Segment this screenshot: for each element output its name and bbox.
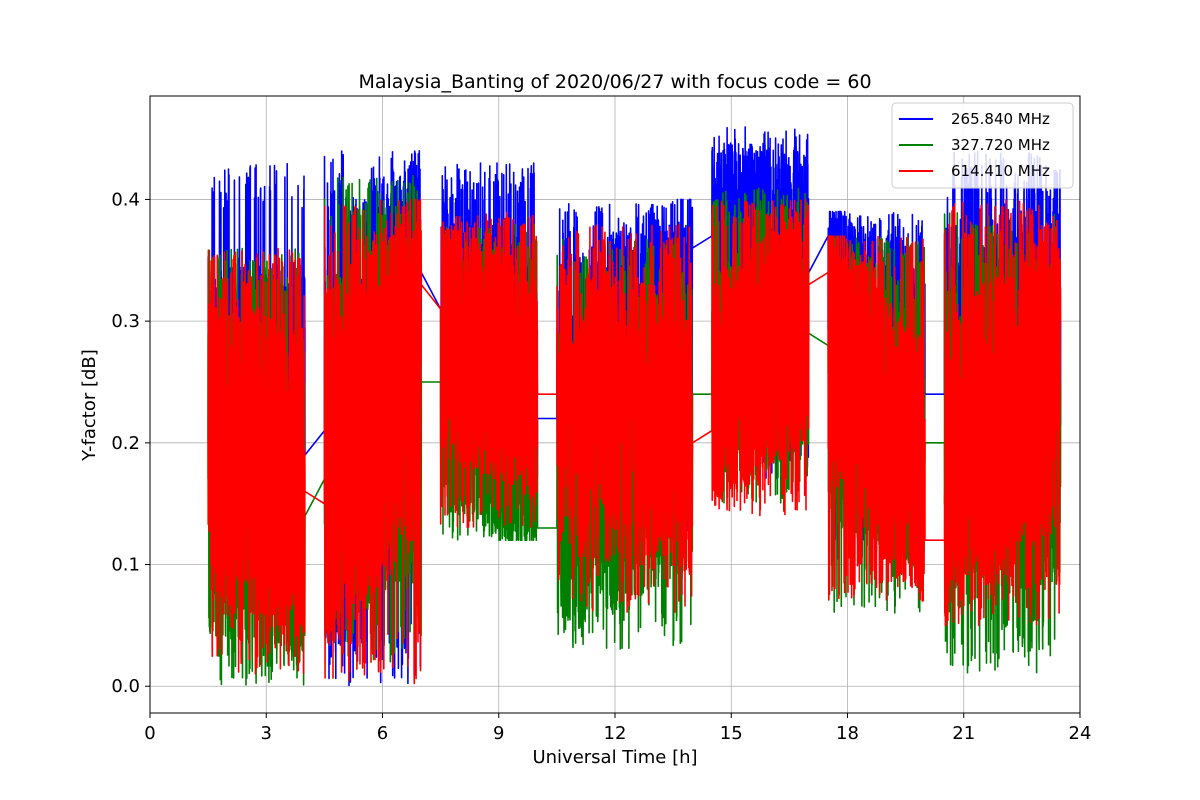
x-tick-label: 0 — [144, 723, 155, 744]
legend-label-265-840: 265.840 MHz — [951, 110, 1050, 128]
x-tick-label: 6 — [377, 723, 388, 744]
chart-title: Malaysia_Banting of 2020/06/27 with focu… — [358, 71, 871, 93]
y-tick-label: 0.4 — [111, 189, 140, 210]
y-tick-label: 0.1 — [111, 555, 140, 576]
legend-box — [891, 102, 1074, 189]
y-tick-label: 0.2 — [111, 433, 140, 454]
y-axis-label: Y-factor [dB] — [79, 349, 100, 462]
x-tick-label: 12 — [604, 723, 627, 744]
x-tick-label: 3 — [261, 723, 272, 744]
legend-label-327-720: 327.720 MHz — [951, 136, 1050, 154]
x-tick-label: 24 — [1069, 723, 1092, 744]
y-tick-label: 0.3 — [111, 311, 140, 332]
x-tick-label: 9 — [493, 723, 504, 744]
legend-label-614-410: 614.410 MHz — [951, 162, 1050, 180]
legend: 265.840 MHz 327.720 MHz 614.410 MHz — [891, 102, 1074, 189]
x-axis-label: Universal Time [h] — [532, 747, 697, 768]
x-tick-label: 15 — [720, 723, 743, 744]
x-tick-label: 21 — [952, 723, 975, 744]
x-tick-label: 18 — [836, 723, 859, 744]
axis-ticks: 0 3 6 9 12 15 18 21 24 0.0 0.1 0.2 0.3 0.4 — [111, 189, 1091, 744]
series-area — [207, 126, 1062, 687]
series-line-614-410 — [207, 198, 1062, 685]
y-tick-label: 0.0 — [111, 676, 140, 697]
